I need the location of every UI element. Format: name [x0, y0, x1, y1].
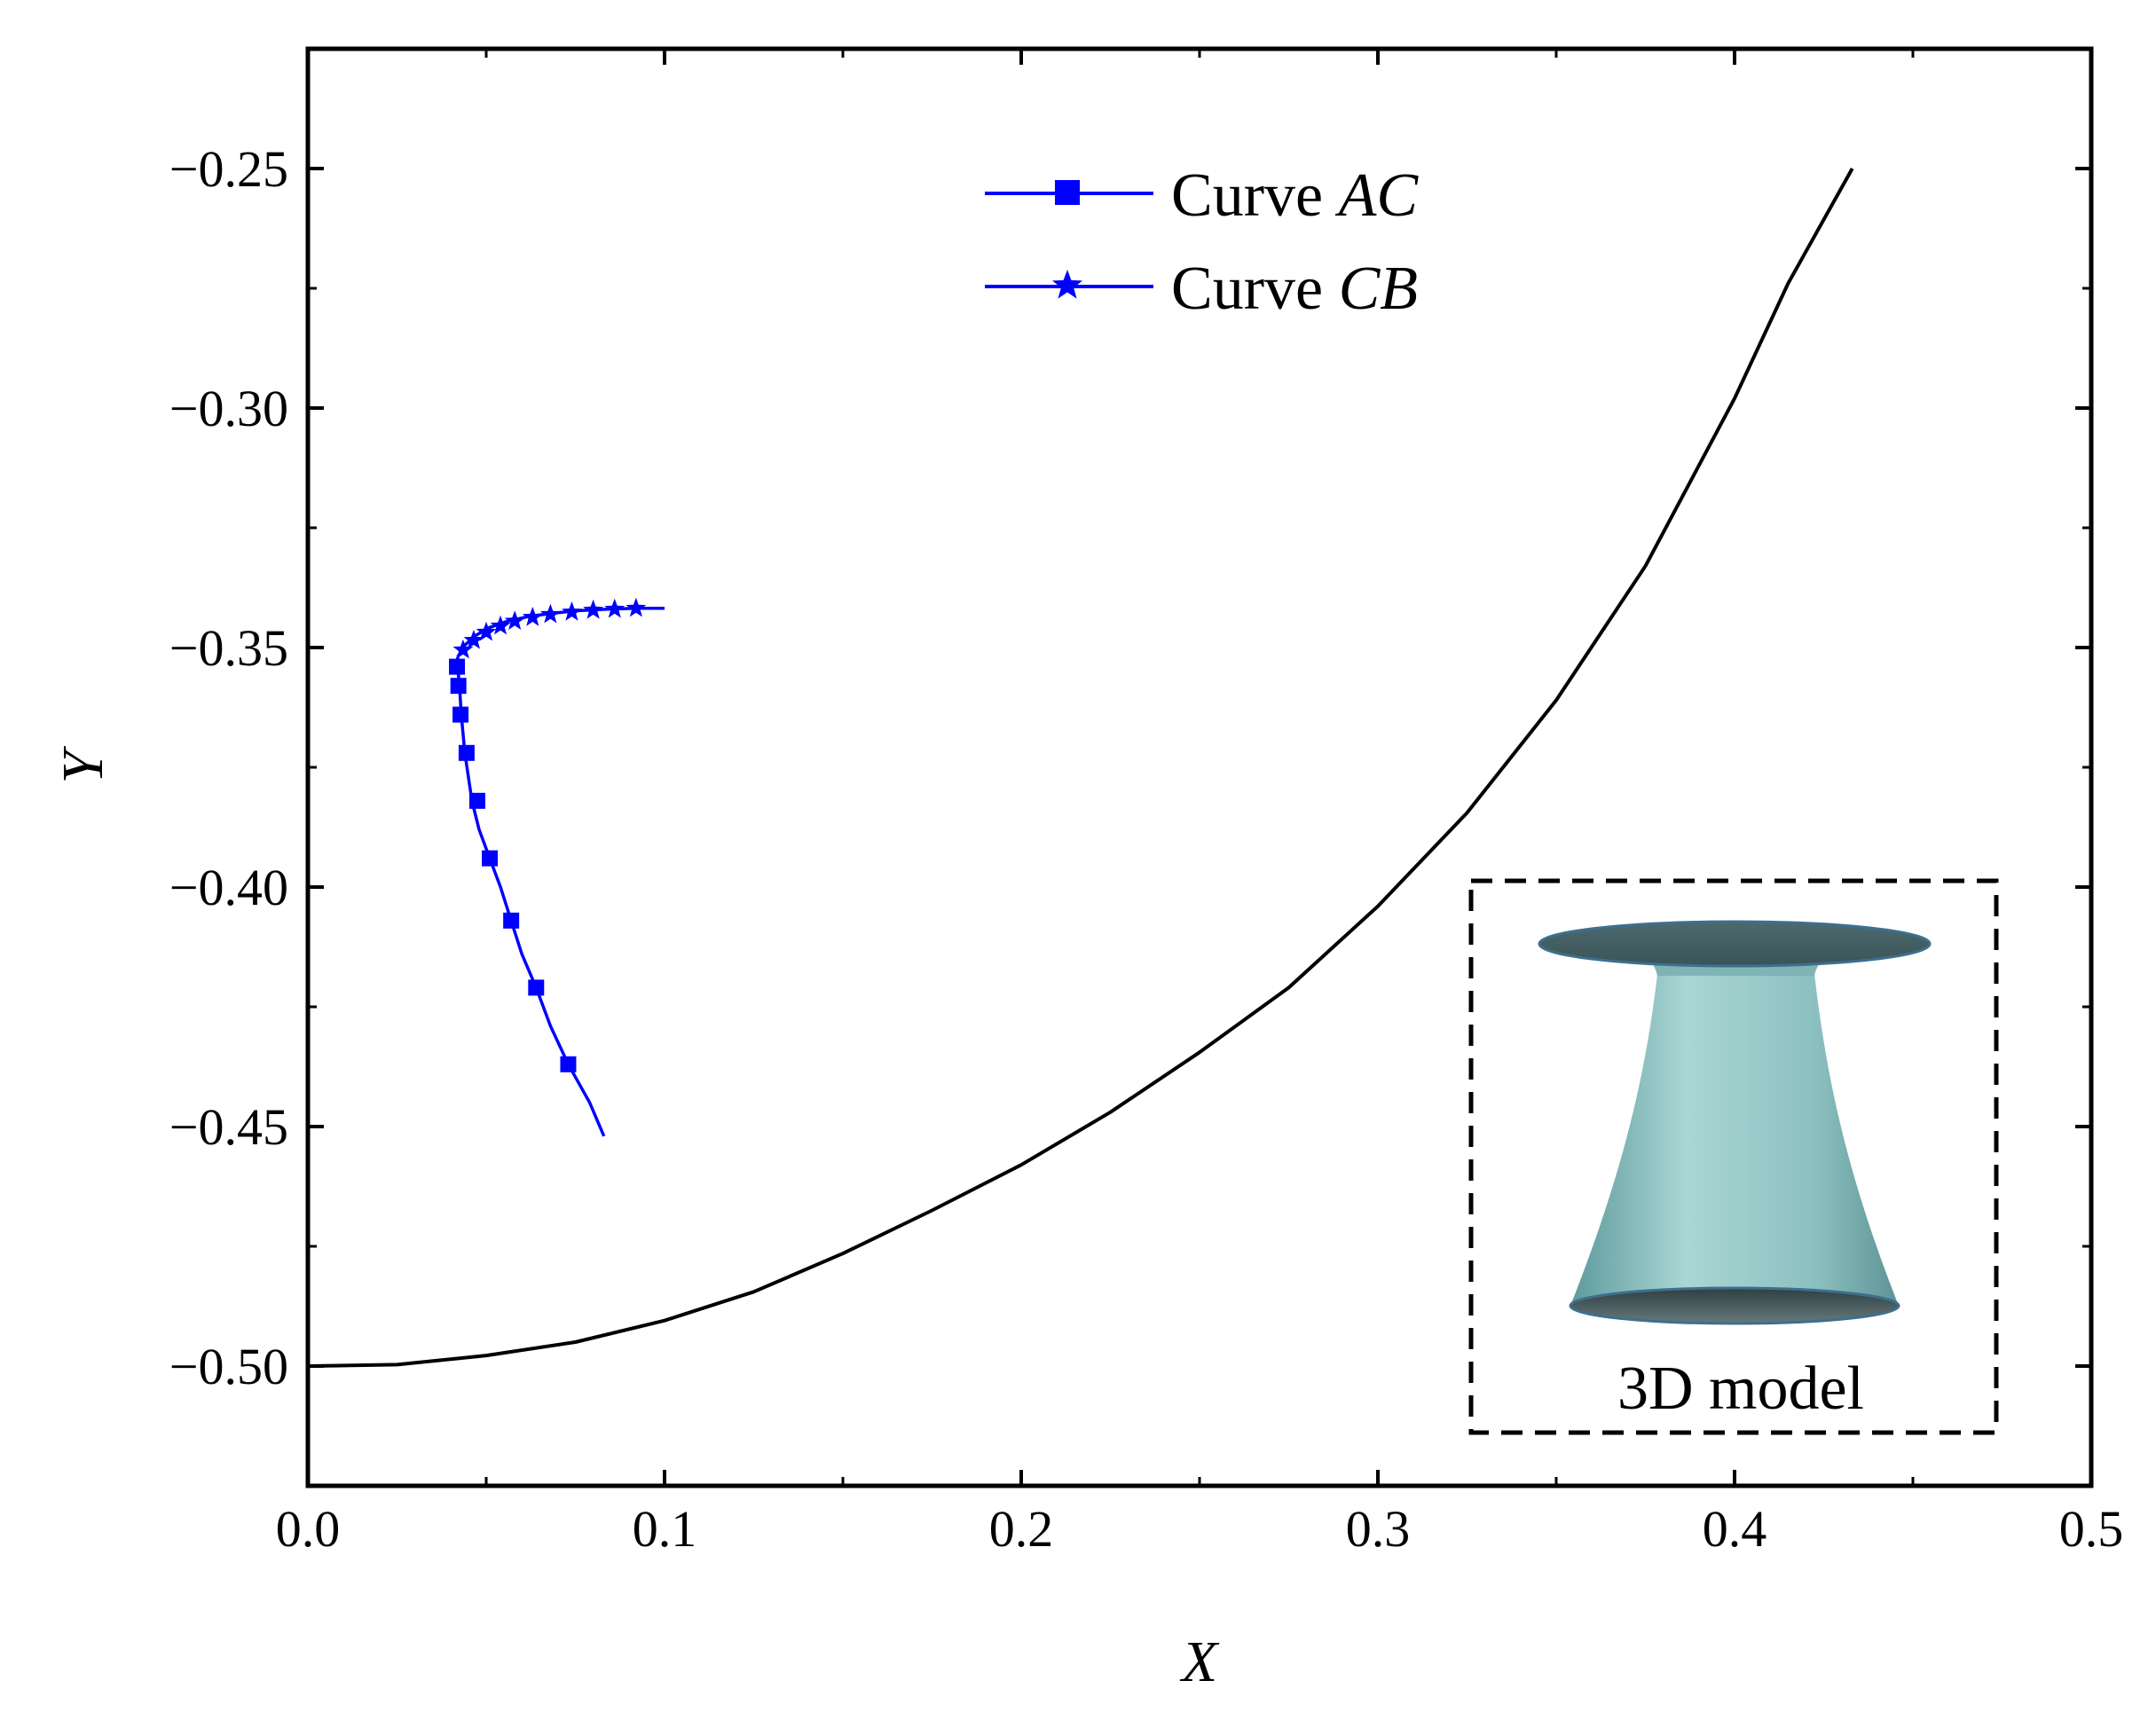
y-tick-label: −0.35: [169, 619, 288, 677]
x-tick-label: 0.1: [633, 1500, 697, 1558]
x-tick-label: 0.5: [2059, 1500, 2124, 1558]
y-axis-ticks: −0.25 −0.30 −0.35 −0.40 −0.45 −0.50: [169, 140, 2091, 1395]
curve-ac-marker: [452, 706, 469, 723]
curve-cb-marker: [522, 607, 543, 626]
curve-ac-marker: [560, 1056, 577, 1072]
curve-ac-marker: [528, 979, 545, 996]
curve-cb-marker: [452, 639, 474, 659]
legend: Curve AC Curve CB: [985, 161, 1419, 323]
model-body: [1570, 974, 1899, 1306]
x-tick-label: 0.4: [1703, 1500, 1767, 1558]
series-layer: [308, 168, 1854, 1368]
legend-marker-square: [1055, 180, 1080, 205]
legend-marker-star: [1051, 270, 1083, 299]
curve-ac-marker: [450, 678, 467, 695]
curve-ac-line: [456, 656, 606, 1137]
curve-cb-marker: [604, 598, 626, 618]
x-tick-label: 0.2: [989, 1500, 1054, 1558]
inset-label: 3D model: [1617, 1355, 1864, 1423]
y-tick-label: −0.45: [169, 1098, 288, 1156]
legend-label-cb: Curve CB: [1171, 255, 1418, 323]
curve-cb-marker: [463, 629, 484, 649]
y-tick-label: −0.40: [169, 859, 288, 916]
y-tick-label: −0.25: [169, 140, 288, 198]
x-tick-label: 0.3: [1346, 1500, 1411, 1558]
curve-cb-marker: [583, 599, 603, 619]
legend-entry-ac: Curve AC: [985, 161, 1419, 230]
curve-ac-marker: [449, 658, 466, 675]
x-tick-label: 0.0: [276, 1500, 341, 1558]
curve-cb-marker: [626, 597, 647, 617]
curve-ac-marker: [503, 912, 520, 929]
inset-3d-model: 3D model: [1468, 878, 1999, 1435]
legend-label-ac: Curve AC: [1171, 161, 1419, 230]
model-bottom-rim: [1569, 1286, 1900, 1325]
y-tick-label: −0.50: [169, 1338, 288, 1395]
curve-ac-marker: [458, 744, 475, 761]
main-curve-line: [308, 168, 1854, 1368]
curve-cb-marker: [562, 601, 582, 621]
y-tick-label: −0.30: [169, 380, 288, 437]
x-axis-ticks: 0.0 0.1 0.2 0.3 0.4 0.5: [276, 49, 2124, 1558]
curve-cb-marker: [539, 603, 561, 624]
legend-entry-cb: Curve CB: [985, 255, 1418, 323]
curve-ac-marker: [468, 792, 485, 809]
curve-ac-marker: [482, 850, 499, 867]
curve-cb-marker: [504, 610, 525, 630]
model-top-disk: [1538, 920, 1932, 968]
curve-cb-marker: [476, 621, 497, 641]
x-axis-title: X: [1179, 1630, 1220, 1694]
y-axis-title: Y: [51, 745, 115, 783]
curve-cb-marker: [490, 615, 511, 635]
